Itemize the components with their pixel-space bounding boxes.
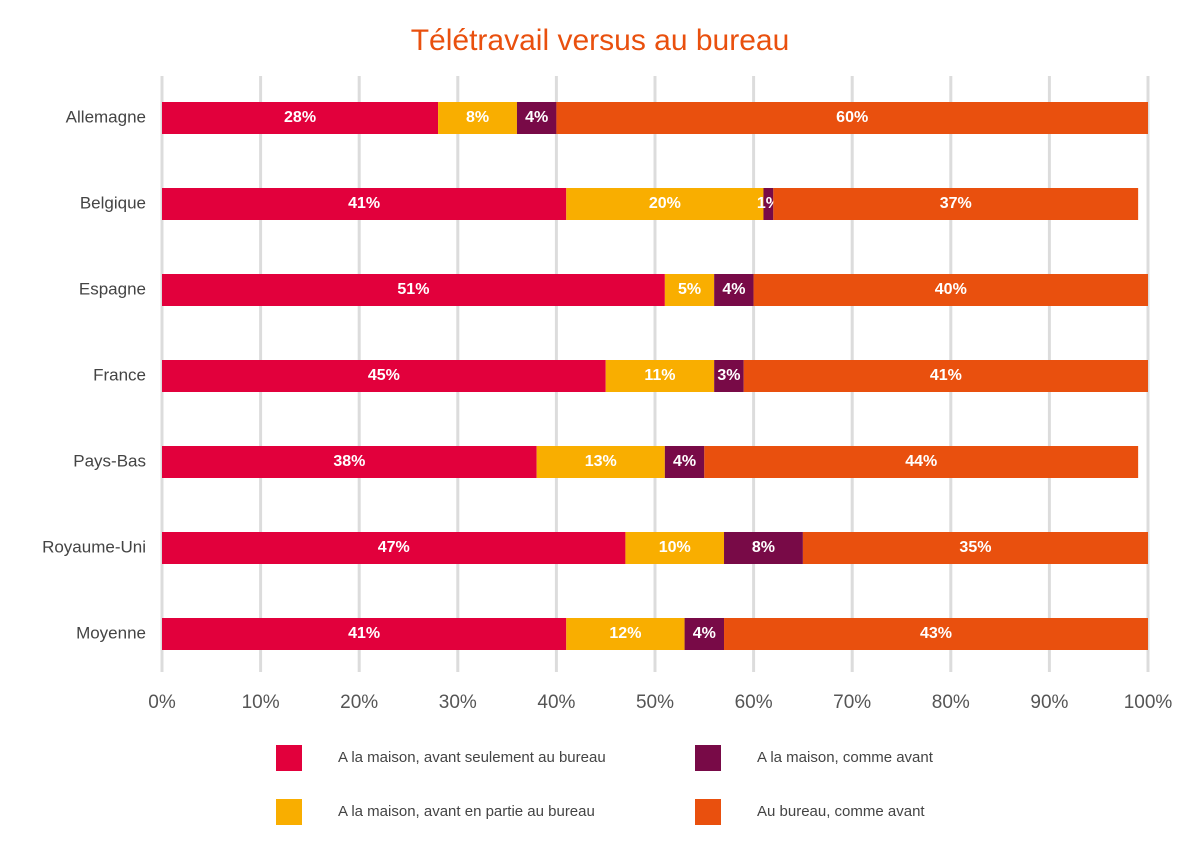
x-tick-label: 20% [340,692,378,713]
legend-swatch [695,745,721,771]
bar-segment [684,618,725,650]
y-tick-label: Allemagne [66,107,146,126]
x-tick-label: 30% [439,692,477,713]
bar-segment [714,360,744,392]
value-label: 51% [397,281,429,298]
bar-segment [162,532,626,564]
value-label: 40% [935,281,967,298]
x-tick-label: 50% [636,692,674,713]
value-label: 13% [585,453,617,470]
bar-segment [664,446,705,478]
bar-segment [773,188,1139,220]
bar-segment [704,446,1139,478]
value-label: 11% [644,367,675,384]
value-label: 28% [284,109,316,126]
bar-segment [605,360,715,392]
value-label: 4% [693,625,716,642]
value-label: 41% [930,367,962,384]
value-label: 5% [678,281,701,298]
value-label: 12% [609,625,641,642]
bar-segment [753,274,1148,306]
y-tick-label: Belgique [80,193,146,212]
bar-segment [556,102,1148,134]
x-tick-label: 40% [537,692,575,713]
value-label: 47% [378,539,410,556]
value-label: 38% [333,453,365,470]
value-label: 10% [659,539,691,556]
bar-segment [714,274,754,306]
legend-swatch [695,799,721,825]
legend-label: A la maison, comme avant [757,749,934,766]
value-label: 4% [525,109,548,126]
value-label: 35% [959,539,991,556]
y-tick-label: France [93,365,146,384]
value-label: 37% [940,195,972,212]
x-tick-label: 60% [735,692,773,713]
value-label: 8% [466,109,489,126]
bar-segment [802,532,1148,564]
bar-segment [162,446,537,478]
legend-label: Au bureau, comme avant [757,803,925,820]
bar-segment [566,188,764,220]
value-label: 4% [722,281,745,298]
bar-segment [763,188,774,220]
value-label: 45% [368,367,400,384]
bar-segment [162,274,665,306]
bar-segment [438,102,517,134]
bar-segment [162,188,567,220]
bar-segment [516,102,557,134]
legend-swatch [276,745,302,771]
x-tick-label: 0% [148,692,176,713]
legend-swatch [276,799,302,825]
x-tick-label: 80% [932,692,970,713]
bar-segment [625,532,725,564]
x-tick-label: 90% [1030,692,1068,713]
y-tick-label: Pays-Bas [73,451,146,470]
legend-label: A la maison, avant seulement au bureau [338,749,606,766]
x-tick-label: 100% [1124,692,1173,713]
value-label: 43% [920,625,952,642]
legend-label: A la maison, avant en partie au bureau [338,803,595,820]
bar-segment [724,532,803,564]
bar-segment [566,618,685,650]
value-label: 8% [752,539,775,556]
bar-segment [536,446,665,478]
value-label: 4% [673,453,696,470]
value-label: 41% [348,195,380,212]
bar-segment [664,274,715,306]
value-label: 41% [348,625,380,642]
x-tick-label: 10% [242,692,280,713]
bar-segment [743,360,1148,392]
y-tick-label: Espagne [79,279,146,298]
bar-segment [162,618,567,650]
value-label: 20% [649,195,681,212]
y-tick-label: Moyenne [76,623,146,642]
value-label: 60% [836,109,868,126]
value-label: 44% [905,453,937,470]
value-label: 3% [717,367,740,384]
x-tick-label: 70% [833,692,871,713]
y-tick-label: Royaume-Uni [42,537,146,556]
bar-segment [162,360,606,392]
bar-segment [724,618,1148,650]
chart-title: Télétravail versus au bureau [411,24,790,57]
bar-segment [162,102,439,134]
